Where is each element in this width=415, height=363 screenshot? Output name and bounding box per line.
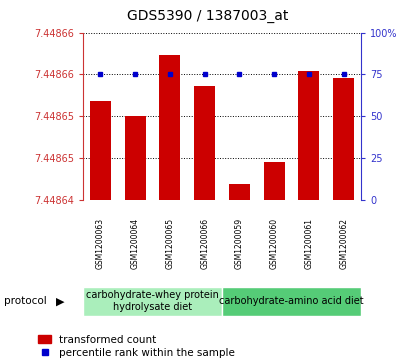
Bar — [90, 101, 111, 200]
Text: carbohydrate-whey protein
hydrolysate diet: carbohydrate-whey protein hydrolysate di… — [86, 290, 219, 312]
Bar — [229, 184, 250, 200]
Bar — [298, 71, 320, 200]
Text: carbohydrate-amino acid diet: carbohydrate-amino acid diet — [219, 296, 364, 306]
Text: GSM1200066: GSM1200066 — [200, 218, 209, 269]
Bar — [222, 287, 361, 316]
Text: GDS5390 / 1387003_at: GDS5390 / 1387003_at — [127, 9, 288, 23]
Text: ▶: ▶ — [56, 296, 64, 306]
Text: protocol: protocol — [4, 296, 47, 306]
Legend: transformed count, percentile rank within the sample: transformed count, percentile rank withi… — [39, 335, 235, 358]
Text: GSM1200062: GSM1200062 — [339, 218, 348, 269]
Text: GSM1200059: GSM1200059 — [235, 218, 244, 269]
Bar — [159, 56, 180, 200]
Bar — [124, 116, 146, 200]
Bar — [264, 162, 285, 200]
Text: GSM1200064: GSM1200064 — [131, 218, 139, 269]
Bar — [333, 78, 354, 200]
Text: GSM1200060: GSM1200060 — [270, 218, 278, 269]
Bar — [83, 287, 222, 316]
Text: GSM1200061: GSM1200061 — [305, 218, 313, 269]
Bar — [194, 86, 215, 200]
Text: GSM1200065: GSM1200065 — [166, 218, 174, 269]
Text: GSM1200063: GSM1200063 — [96, 218, 105, 269]
